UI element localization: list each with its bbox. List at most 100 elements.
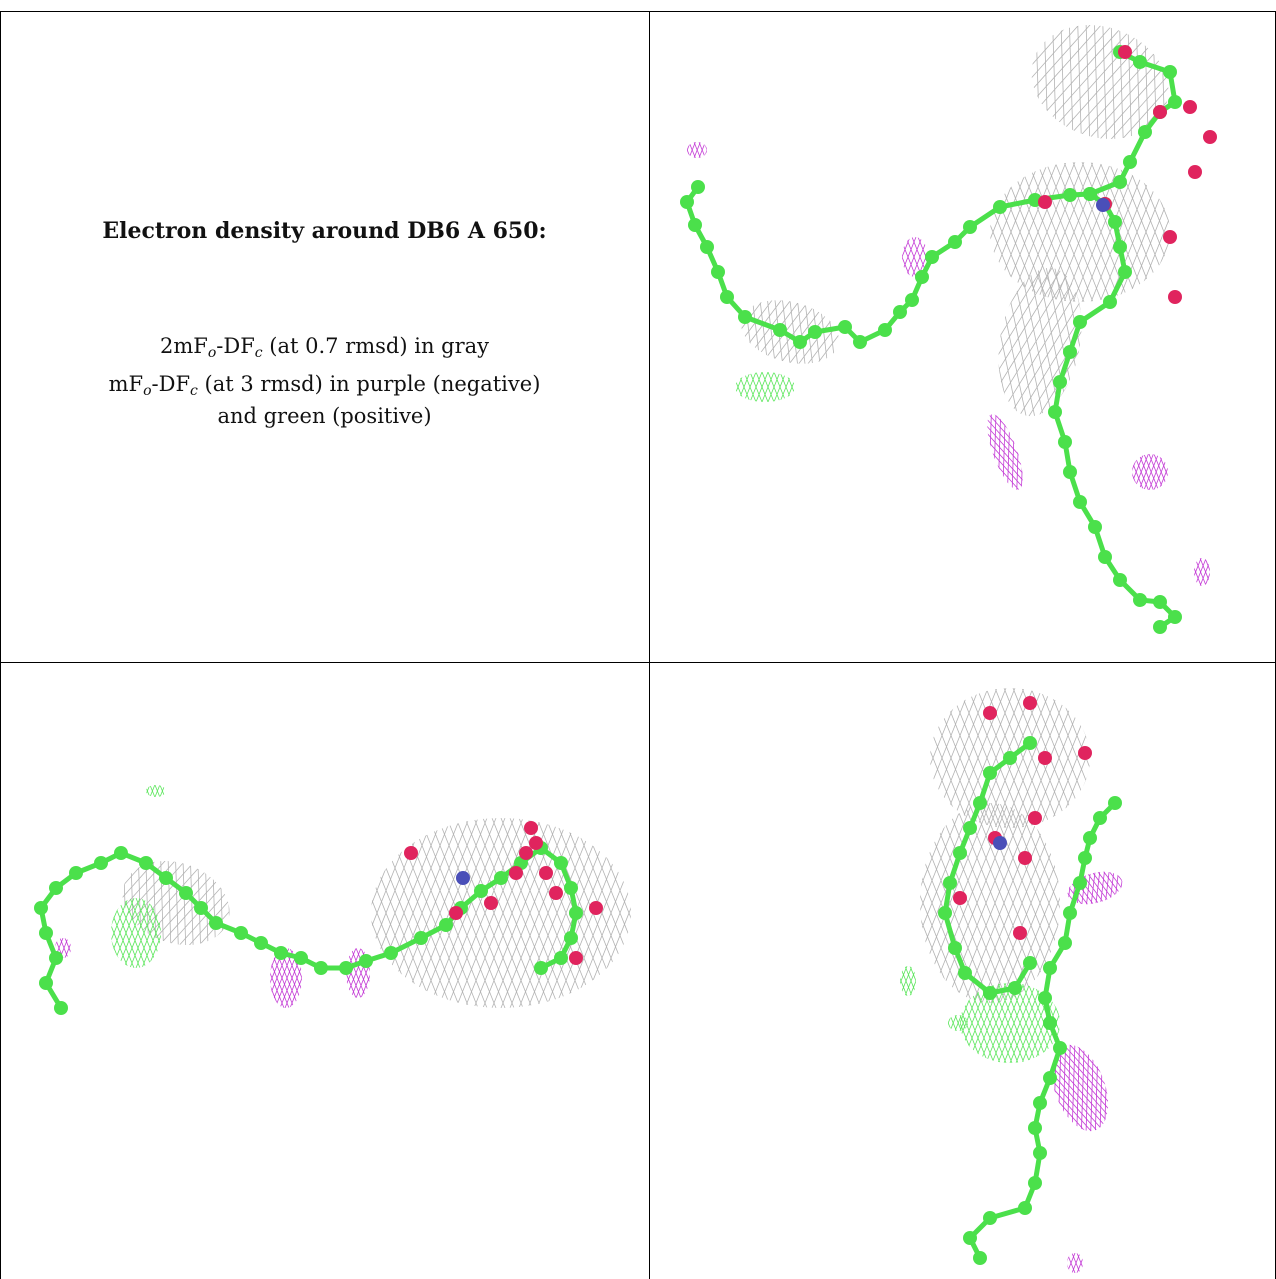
atom [274,946,288,960]
density-mesh-2fofc [110,846,242,960]
atom [1113,240,1127,254]
atom [711,265,725,279]
atom [893,305,907,319]
caption-text: (at 0.7 rmsd) in gray [262,334,490,358]
caption-line-positive: and green (positive) [217,404,432,428]
molecule-view-3-canvas [900,688,1126,1273]
table-top-rule [0,11,1276,12]
caption-text: (at 3 rmsd) in purple (negative) [197,372,541,396]
density-mesh-positive [960,983,1060,1063]
atom [1078,851,1092,865]
atom [49,951,63,965]
molecule-view-2-canvas [34,785,631,1015]
atom [49,881,63,895]
molecule-view-2 [1,663,649,1279]
alkyl-chain [34,841,583,1015]
atom [1168,95,1182,109]
atom [1023,956,1037,970]
atom [720,290,734,304]
density-mesh-negative [1064,866,1126,910]
atom [878,323,892,337]
alkyl-chain [963,796,1122,1265]
atom [838,320,852,334]
caption-line-2fofc: 2mFo-DFc (at 0.7 rmsd) in gray [1,334,648,361]
atom [339,961,353,975]
density-mesh-positive [900,966,916,996]
atom [1113,573,1127,587]
atom [494,871,508,885]
atom [94,856,108,870]
atom [159,871,173,885]
atom [294,951,308,965]
atom [1028,1121,1042,1135]
atom [1003,751,1017,765]
nitrogen-atom [1096,198,1110,212]
oxygen-atom [1038,751,1052,765]
oxygen-atom [1078,746,1092,760]
atom [1108,215,1122,229]
nitrogen-atom [456,871,470,885]
atom [691,180,705,194]
atom [1163,65,1177,79]
atom [1038,991,1052,1005]
atom [69,866,83,880]
oxygen-atom [519,846,533,860]
molecule-view-1-canvas [680,12,1217,634]
atom [194,901,208,915]
atom [39,926,53,940]
density-mesh-positive [146,785,166,797]
atom [1048,405,1062,419]
atom [439,918,453,932]
atom [958,966,972,980]
oxygen-atom [953,891,967,905]
oxygen-atom [1118,45,1132,59]
atom [1123,155,1137,169]
atom [1083,831,1097,845]
atom [1103,295,1117,309]
oxygen-atom [1163,230,1177,244]
atom [34,901,48,915]
atom [773,323,787,337]
nitrogen-atom [993,836,1007,850]
atom [963,1231,977,1245]
atom [905,293,919,307]
density-mesh-negative [1194,558,1210,586]
atom [1008,981,1022,995]
atom [1063,188,1077,202]
density-mesh-negative [687,142,707,158]
atom [963,220,977,234]
caption-subscript: c [190,383,198,399]
atom [1138,125,1152,139]
table-middle-rule [0,662,1276,663]
atom [1023,736,1037,750]
oxygen-atom [529,836,543,850]
atom [1133,593,1147,607]
atom [414,931,428,945]
atom [1098,550,1112,564]
atom [569,906,583,920]
atom [983,986,997,1000]
molecule-view-1 [650,12,1275,662]
atom [738,310,752,324]
oxygen-atom [1018,851,1032,865]
atom [564,931,578,945]
atom [1133,55,1147,69]
oxygen-atom [1168,290,1182,304]
molecule-view-3 [650,663,1275,1279]
atom [700,240,714,254]
oxygen-atom [484,896,498,910]
caption-subscript: c [254,345,263,361]
caption-text: mF [108,372,144,396]
oxygen-atom [569,951,583,965]
oxygen-atom [449,906,463,920]
density-mesh-negative [1067,1253,1083,1273]
atom [1043,1071,1057,1085]
oxygen-atom [1153,105,1167,119]
density-mesh-positive [735,372,795,402]
oxygen-atom [1028,811,1042,825]
atom [1018,1201,1032,1215]
atom [1168,610,1182,624]
atom [1063,906,1077,920]
atom [1043,1016,1057,1030]
atom [963,821,977,835]
